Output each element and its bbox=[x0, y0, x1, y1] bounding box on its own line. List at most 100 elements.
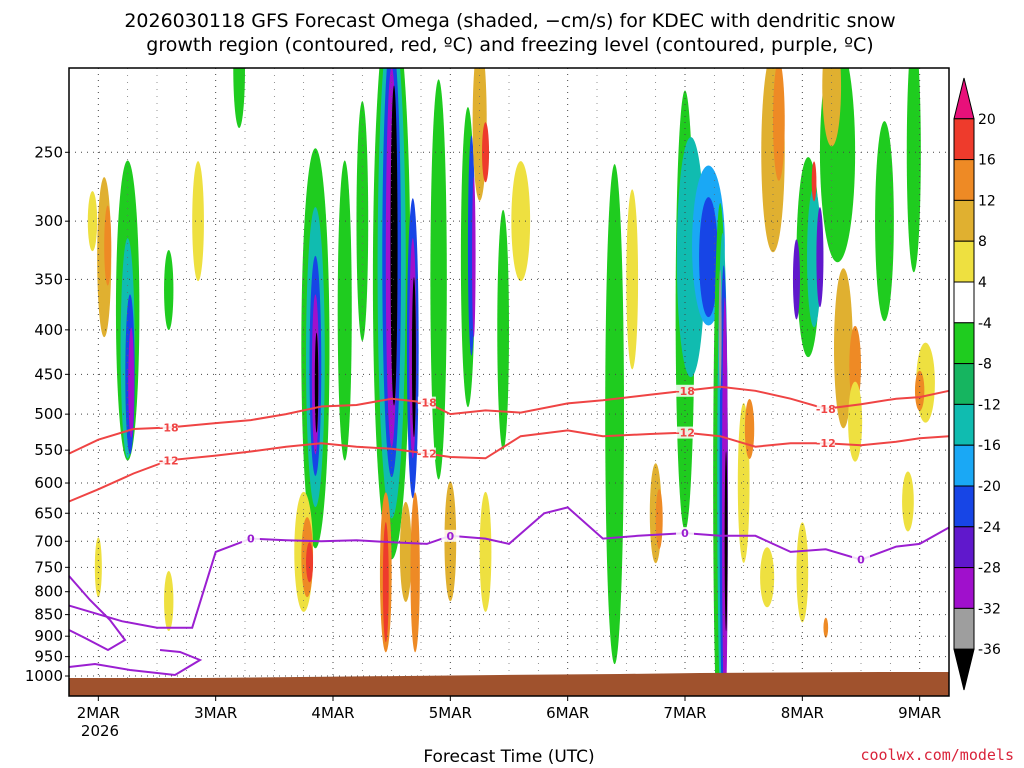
x-tick-label: 4MAR bbox=[311, 704, 354, 722]
omega-shade-cell bbox=[479, 491, 492, 612]
omega-shade-cell bbox=[875, 121, 894, 322]
omega-shade-cell bbox=[482, 122, 490, 183]
omega-shade-cell bbox=[399, 501, 412, 602]
colorbar-label: 8 bbox=[978, 234, 987, 250]
omega-shade-cell bbox=[626, 189, 639, 370]
omega-shade-cell bbox=[914, 370, 925, 411]
colorbar-swatch bbox=[953, 281, 975, 324]
colorbar-label: -8 bbox=[978, 357, 992, 373]
contour-label-0: 0 bbox=[681, 527, 689, 540]
colorbar-label: -12 bbox=[978, 397, 1001, 413]
contour-label--18: -18 bbox=[816, 403, 836, 416]
colorbar-label: -28 bbox=[978, 561, 1001, 577]
contour-line-0 bbox=[68, 649, 203, 677]
omega-shade-cell bbox=[306, 542, 314, 583]
omega-shade-cell bbox=[497, 209, 509, 450]
chart-title-line-2: growth region (contoured, red, ºC) and f… bbox=[146, 34, 873, 56]
y-tick-label: 800 bbox=[34, 583, 63, 601]
terrain-ground bbox=[69, 672, 949, 696]
contour-label-bg bbox=[816, 402, 835, 415]
contour-label-bg bbox=[159, 421, 178, 434]
omega-shade-cell bbox=[906, 68, 921, 273]
omega-shade-cell bbox=[744, 398, 755, 459]
colorbar-swatch bbox=[953, 199, 975, 242]
y-tick-label: 950 bbox=[34, 648, 63, 666]
omega-shade-cell bbox=[816, 207, 824, 308]
colorbar-swatch bbox=[953, 526, 975, 569]
colorbar-label: -20 bbox=[978, 479, 1001, 495]
contour-labels: -18 -18 -18 -18 -12 -12 -12 -12 0 0 0 0 bbox=[159, 384, 870, 567]
omega-shade-cell bbox=[605, 164, 624, 665]
colorbar-label: 12 bbox=[978, 193, 996, 209]
omega-shade-cell bbox=[337, 160, 352, 461]
y-tick-label: 300 bbox=[34, 212, 63, 230]
contour-label--12: -12 bbox=[675, 427, 695, 440]
omega-shade-cell bbox=[390, 85, 398, 406]
y-tick-label: 350 bbox=[34, 270, 63, 288]
omega-shade-cell bbox=[792, 239, 800, 320]
y-tick-label: 700 bbox=[34, 532, 63, 550]
contour-label--12: -12 bbox=[159, 454, 179, 467]
x-tick-label: 5MAR bbox=[429, 704, 472, 722]
plot-frame bbox=[68, 67, 950, 697]
plot-area: -18 -18 -18 -18 -12 -12 -12 -12 0 0 0 0 bbox=[68, 67, 950, 697]
contour-label-0: 0 bbox=[447, 530, 455, 543]
omega-shade-cell bbox=[773, 68, 785, 181]
contour-label-bg bbox=[676, 426, 694, 439]
omega-shade-cell bbox=[356, 101, 369, 342]
x-tick-label: 3MAR bbox=[194, 704, 237, 722]
x-axis: 2MAR 3MAR 4MAR 5MAR 6MAR 7MAR 8MAR 9MAR bbox=[77, 696, 941, 722]
omega-shade-cell bbox=[902, 471, 914, 532]
colorbar-swatch bbox=[953, 118, 975, 161]
contour-label-bg bbox=[441, 529, 460, 542]
colorbar-label: -32 bbox=[978, 601, 1001, 617]
contour-label--12: -12 bbox=[816, 437, 836, 450]
contour-label-bg bbox=[417, 396, 436, 409]
omega-shade-cell bbox=[822, 68, 842, 147]
contour-line-0 bbox=[68, 575, 127, 652]
contour-label--18: -18 bbox=[159, 422, 179, 435]
x-tick-year-label: 2026 bbox=[81, 722, 119, 740]
omega-shade-cell bbox=[382, 522, 389, 643]
y-tick-label: 450 bbox=[34, 365, 63, 383]
colorbar-swatch bbox=[953, 444, 975, 487]
omega-shade-cell bbox=[718, 269, 722, 390]
colorbar-swatch bbox=[953, 363, 975, 405]
colorbar-label: -4 bbox=[978, 316, 992, 332]
contour-label--18: -18 bbox=[675, 385, 695, 398]
contour-label-bg bbox=[852, 553, 870, 566]
omega-shade-cell bbox=[655, 489, 663, 550]
colorbar-swatch bbox=[953, 403, 975, 446]
contour-label-bg bbox=[816, 437, 835, 450]
colorbar-swatch bbox=[953, 240, 975, 283]
omega-shade-cell bbox=[87, 191, 98, 252]
colorbar-label: -36 bbox=[978, 642, 1001, 658]
omega-shade-cell bbox=[233, 68, 245, 128]
contour-label--12: -12 bbox=[417, 448, 437, 461]
y-axis: 250 300 350 400 450 500 550 600 650 700 750 800 850 9… bbox=[25, 143, 69, 685]
x-tick-label: 8MAR bbox=[781, 704, 824, 722]
omega-shade-cell bbox=[724, 451, 728, 632]
colorbar-label: -24 bbox=[978, 520, 1001, 536]
colorbar-legend: 20 16 12 8 4 -4 -8 -12 -16 -20 -24 -28 -32 -36 bbox=[953, 77, 1001, 691]
y-tick-label: 900 bbox=[34, 627, 63, 645]
x-tick-label: 7MAR bbox=[663, 704, 706, 722]
contour-label-bg bbox=[417, 447, 436, 460]
x-tick-label: 9MAR bbox=[898, 704, 941, 722]
omega-shading bbox=[87, 68, 935, 696]
y-tick-label: 650 bbox=[34, 504, 63, 522]
y-tick-label: 500 bbox=[34, 405, 63, 423]
colorbar-label: 20 bbox=[978, 112, 996, 128]
omega-shade-cell bbox=[164, 250, 174, 331]
colorbar-label: 16 bbox=[978, 153, 996, 169]
omega-shade-cell bbox=[699, 197, 718, 318]
omega-shade-cell bbox=[430, 79, 447, 480]
omega-shade-cell bbox=[834, 268, 853, 429]
omega-shade-cell bbox=[472, 177, 476, 338]
y-tick-label: 400 bbox=[34, 321, 63, 339]
colorbar-triangle-bottom bbox=[953, 648, 975, 691]
y-tick-label: 550 bbox=[34, 441, 63, 459]
contour-label-0: 0 bbox=[857, 554, 865, 567]
contour-label-bg bbox=[241, 532, 260, 545]
